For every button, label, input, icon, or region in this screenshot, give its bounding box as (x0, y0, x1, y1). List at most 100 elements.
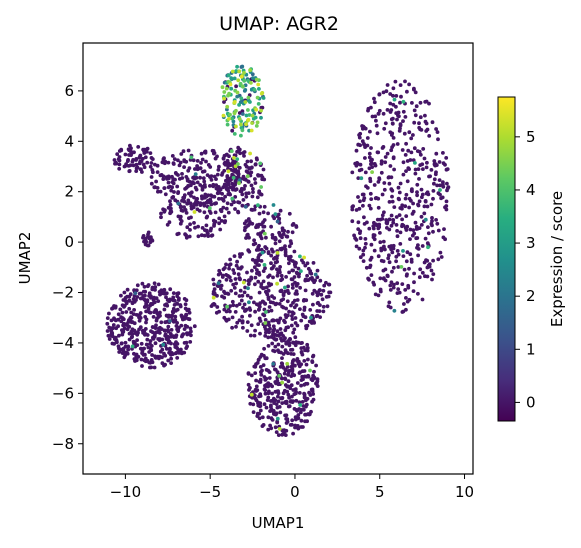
scatter-point (372, 237, 377, 242)
scatter-point (229, 278, 233, 283)
scatter-point-expressed (246, 78, 251, 83)
scatter-point (436, 137, 440, 142)
scatter-point (225, 179, 230, 184)
scatter-point (418, 115, 423, 120)
scatter-point (240, 203, 245, 208)
scatter-point (392, 282, 396, 287)
scatter-point (366, 276, 370, 281)
scatter-point (130, 332, 135, 336)
scatter-point-expressed (193, 172, 198, 177)
scatter-point (119, 293, 123, 298)
scatter-point (219, 209, 224, 214)
scatter-point (241, 198, 246, 202)
scatter-point (203, 150, 208, 155)
scatter-point-expressed (189, 155, 194, 160)
scatter-point (189, 329, 193, 334)
scatter-point (314, 363, 318, 368)
scatter-point (157, 290, 162, 294)
scatter-point (257, 211, 262, 216)
scatter-point (228, 304, 233, 308)
scatter-point-expressed (313, 272, 318, 277)
scatter-point (416, 243, 420, 248)
scatter-point (363, 241, 368, 246)
scatter-point (295, 381, 300, 385)
colorbar-ticks: 0 1 2 3 4 5 (515, 128, 536, 411)
scatter-point (284, 413, 289, 418)
scatter-point (131, 158, 136, 162)
scatter-point (278, 327, 283, 331)
scatter-point (293, 335, 298, 340)
scatter-point (402, 302, 406, 306)
scatter-point (208, 184, 212, 188)
scatter-point (122, 290, 127, 295)
scatter-point (295, 359, 300, 363)
scatter-point (275, 273, 280, 278)
scatter-point (269, 253, 274, 258)
scatter-point (252, 265, 257, 270)
scatter-point (246, 282, 251, 286)
scatter-point (413, 171, 418, 176)
scatter-point (422, 156, 427, 161)
scatter-point (153, 162, 157, 167)
scatter-point (256, 173, 261, 178)
scatter-point (276, 342, 281, 347)
scatter-point-expressed (256, 82, 261, 87)
scatter-point (236, 272, 241, 277)
scatter-point (219, 219, 224, 223)
scatter-point (178, 217, 183, 222)
scatter-point (205, 214, 210, 219)
scatter-point (261, 224, 266, 229)
scatter-point (302, 359, 307, 363)
scatter-point-expressed (256, 203, 260, 208)
colorbar (497, 96, 516, 422)
scatter-point-expressed (232, 100, 237, 104)
scatter-point (244, 194, 249, 199)
scatter-point (416, 253, 420, 258)
scatter-point (293, 425, 297, 430)
scatter-point (202, 169, 207, 174)
scatter-point (149, 358, 154, 362)
scatter-point (284, 421, 289, 425)
scatter-point (262, 375, 267, 379)
scatter-point (234, 281, 239, 286)
scatter-point-expressed (251, 116, 256, 121)
scatter-point (224, 309, 229, 314)
scatter-point (214, 310, 219, 315)
scatter-point (194, 187, 199, 192)
scatter-point (423, 113, 427, 118)
scatter-point (437, 160, 442, 164)
y-tick-label: 0 (64, 233, 74, 251)
scatter-point (409, 257, 414, 262)
scatter-point (254, 384, 259, 389)
scatter-point (361, 252, 366, 257)
scatter-point (228, 257, 233, 262)
scatter-point (184, 235, 189, 240)
scatter-point (283, 368, 288, 373)
scatter-point (216, 168, 221, 172)
scatter-point (226, 274, 231, 278)
scatter-point (189, 215, 193, 220)
scatter-point-expressed (236, 162, 240, 166)
plot-frame (82, 42, 474, 475)
scatter-point-expressed (232, 111, 237, 116)
scatter-point (299, 407, 304, 412)
scatter-point (241, 325, 245, 330)
scatter-point (128, 292, 133, 297)
scatter-point (368, 179, 373, 184)
scatter-point (252, 238, 256, 243)
scatter-point-expressed (237, 181, 241, 186)
scatter-point (372, 100, 377, 105)
scatter-point (420, 297, 425, 302)
scatter-point (435, 130, 440, 135)
scatter-point (378, 240, 383, 245)
scatter-point (373, 114, 378, 119)
scatter-point (283, 247, 288, 252)
scatter-point (400, 217, 404, 222)
scatter-point (314, 382, 319, 386)
scatter-point (243, 184, 247, 188)
scatter-point (285, 384, 290, 389)
scatter-point (280, 401, 285, 405)
scatter-point (383, 278, 388, 283)
scatter-point-expressed (230, 69, 235, 74)
scatter-point (415, 190, 419, 195)
